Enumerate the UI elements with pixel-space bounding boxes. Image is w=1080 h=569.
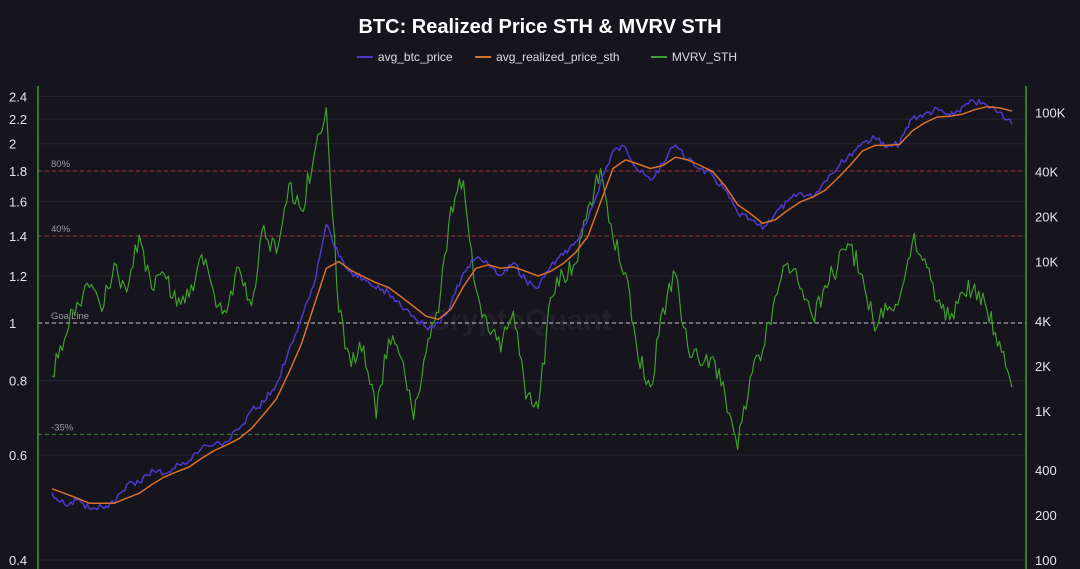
plot-area[interactable] xyxy=(51,98,1013,511)
left-axis-tick-label: 0.6 xyxy=(9,448,27,463)
left-axis-tick-label: 2 xyxy=(9,137,16,152)
left-axis-tick-label: 1 xyxy=(9,316,16,331)
right-axis-tick-label: 10K xyxy=(1035,255,1058,270)
right-axis-tick-label: 4K xyxy=(1035,314,1051,329)
right-axis-tick-label: 100K xyxy=(1035,105,1066,120)
left-axis-tick-label: 0.4 xyxy=(9,553,27,568)
right-axis-tick-label: 100 xyxy=(1035,553,1057,568)
left-axis-tick-label: 1.6 xyxy=(9,194,27,209)
legend-item[interactable]: avg_realized_price_sth xyxy=(475,50,620,64)
axes: 0.4 0.6 0.8 1 1.2 1.4 1.6 1.8 2 2.2 2.4 100 200 400 1K… xyxy=(9,86,1066,569)
legend-label: avg_btc_price xyxy=(378,50,453,64)
legend-item[interactable]: MVRV_STH xyxy=(650,50,737,64)
reference-line-label: 80% xyxy=(51,159,71,170)
left-axis-tick-label: 2.4 xyxy=(9,90,27,105)
legend[interactable]: avg_btc_price avg_realized_price_sth MVRV_… xyxy=(356,50,737,64)
legend-label: MVRV_STH xyxy=(672,50,737,64)
series-line-avg-realized-price-sth[interactable] xyxy=(51,105,1013,505)
series-line-MVRV-STH[interactable] xyxy=(51,107,1013,451)
right-axis-tick-label: 200 xyxy=(1035,508,1057,523)
legend-label: avg_realized_price_sth xyxy=(496,50,619,64)
watermark: CryptoQuant xyxy=(428,304,611,337)
left-axis-tick-label: 0.8 xyxy=(9,374,27,389)
left-axis-tick-label: 1.2 xyxy=(9,269,27,284)
left-axis-tick-label: 1.4 xyxy=(9,229,27,244)
chart-title: BTC: Realized Price STH & MVRV STH xyxy=(358,16,721,38)
right-axis-tick-label: 20K xyxy=(1035,210,1058,225)
left-axis-tick-label: 1.8 xyxy=(9,164,27,179)
right-axis-tick-label: 400 xyxy=(1035,463,1057,478)
reference-line-label: 40% xyxy=(51,224,71,235)
left-axis-tick-label: 2.2 xyxy=(9,112,27,127)
right-axis-tick-label: 40K xyxy=(1035,165,1058,180)
legend-item[interactable]: avg_btc_price xyxy=(356,50,453,64)
reference-line-label: -35% xyxy=(51,422,74,433)
right-axis-tick-label: 1K xyxy=(1035,404,1051,419)
series-line-avg-btc-price[interactable] xyxy=(51,98,1013,511)
right-axis-tick-label: 2K xyxy=(1035,359,1051,374)
